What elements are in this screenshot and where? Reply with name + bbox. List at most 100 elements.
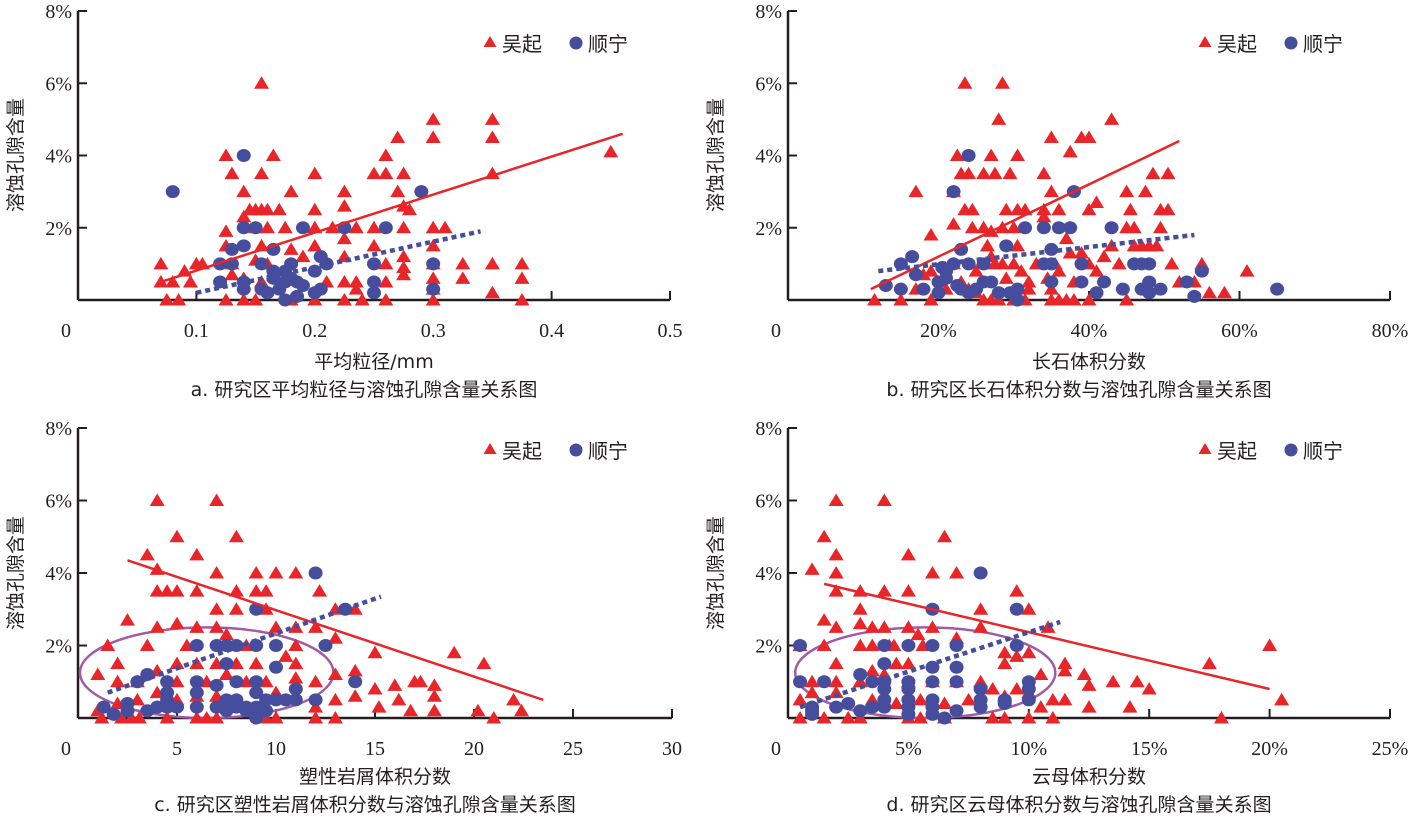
data-point-triangle [1164, 256, 1180, 270]
data-point-triangle [924, 566, 940, 579]
data-point-triangle [1201, 656, 1217, 670]
series-shunning [793, 566, 1036, 725]
data-point-triangle [199, 711, 215, 724]
x-tick-label: 10 [266, 738, 286, 760]
data-point-triangle [268, 711, 284, 724]
data-point-triangle [828, 584, 844, 597]
data-point-triangle [1119, 293, 1135, 306]
chart-panel-a: 2% 4% 6% 8% 0 0.1 0.2 0.3 0.4 0.5 平均粒径/mm 溶蚀孔隙含量 a. … [0, 0, 700, 410]
data-point-circle [901, 707, 916, 721]
data-point-triangle [876, 584, 892, 597]
data-point-triangle [1006, 220, 1022, 234]
y-axis-title: 溶蚀孔隙含量 [705, 516, 727, 630]
data-point-triangle [804, 562, 820, 575]
x-tick-label: 20% [920, 320, 957, 342]
data-point-triangle [994, 76, 1010, 89]
data-point-circle [295, 279, 310, 293]
data-point-triangle [378, 256, 394, 270]
data-point-circle [236, 149, 251, 162]
legend-label-wuqi: 吴起 [1217, 32, 1257, 56]
data-point-triangle [484, 130, 500, 143]
data-point-circle [877, 639, 892, 652]
trendline-shunning [195, 229, 482, 295]
data-point-triangle [514, 271, 530, 284]
data-point-circle [219, 693, 234, 707]
data-point-triangle [327, 692, 343, 706]
trendline-shunning [106, 594, 382, 695]
data-point-triangle [278, 649, 294, 662]
data-point-triangle [976, 220, 992, 234]
data-point-triangle [1152, 220, 1168, 234]
data-point-triangle [312, 584, 328, 597]
data-point-triangle [484, 112, 500, 125]
y-tick-label: 4% [755, 146, 782, 168]
data-point-triangle [957, 76, 973, 89]
data-point-circle [378, 221, 393, 235]
data-point-circle [318, 639, 333, 652]
data-point-triangle [131, 711, 147, 724]
y-tick-label: 6% [755, 491, 782, 513]
data-point-triangle [120, 613, 135, 626]
y-tick-label: 4% [45, 563, 72, 585]
chart-caption: a. 研究区平均粒径与溶蚀孔隙含量关系图 [191, 379, 538, 401]
data-point-triangle [153, 256, 169, 270]
data-point-triangle [470, 703, 486, 717]
data-point-circle [817, 675, 832, 689]
data-point-triangle [1126, 220, 1142, 234]
data-point-triangle [308, 674, 324, 688]
data-point-triangle [390, 184, 406, 198]
data-point-circle [1036, 221, 1051, 235]
data-point-triangle [189, 584, 205, 597]
data-point-circle [916, 282, 931, 296]
data-point-triangle [1105, 674, 1121, 688]
data-point-triangle [288, 671, 304, 684]
data-point-triangle [968, 264, 984, 277]
data-point-triangle [961, 692, 977, 706]
data-point-circle [1074, 257, 1089, 271]
data-point-triangle [1009, 649, 1025, 662]
data-point-triangle [259, 220, 275, 234]
data-point-triangle [991, 112, 1007, 125]
legend: 吴起 顺宁 [1198, 439, 1343, 463]
legend-triangle-icon [1198, 443, 1212, 454]
data-point-circle [249, 686, 264, 700]
data-point-triangle [189, 711, 205, 724]
data-point-circle [829, 700, 844, 714]
data-point-circle [1010, 293, 1025, 307]
data-point-triangle [1040, 620, 1056, 633]
data-point-circle [901, 682, 916, 696]
data-point-triangle [1043, 130, 1059, 143]
data-point-triangle [224, 166, 240, 180]
data-point-triangle [1089, 264, 1105, 277]
data-point-triangle [1010, 238, 1026, 252]
data-point-triangle [446, 645, 462, 659]
x-axis-title: 平均粒径/mm [314, 351, 433, 373]
data-point-triangle [828, 685, 844, 699]
data-point-triangle [327, 667, 343, 680]
data-point-triangle [1062, 246, 1078, 259]
data-point-triangle [425, 271, 441, 284]
data-point-triangle [893, 293, 909, 306]
data-point-circle [414, 185, 429, 199]
data-point-circle [269, 639, 283, 652]
data-point-circle [160, 700, 175, 714]
data-point-triangle [1009, 584, 1025, 597]
data-point-triangle [149, 493, 165, 506]
data-point-circle [254, 282, 269, 296]
data-point-triangle [248, 293, 264, 306]
data-point-circle [1194, 264, 1209, 278]
data-point-triangle [336, 293, 352, 306]
data-point-circle [1009, 602, 1024, 616]
data-point-triangle [218, 293, 234, 306]
data-point-circle [901, 693, 916, 707]
data-point-circle [973, 566, 988, 580]
data-point-triangle [396, 166, 412, 180]
data-point-triangle [1111, 256, 1127, 270]
data-point-triangle [110, 674, 126, 688]
y-tick-label: 2% [45, 636, 72, 658]
data-point-circle [269, 660, 283, 674]
data-point-circle [367, 286, 381, 300]
legend-circle-icon [1284, 443, 1298, 457]
data-point-triangle [1081, 293, 1097, 306]
data-point-triangle [1201, 285, 1217, 299]
